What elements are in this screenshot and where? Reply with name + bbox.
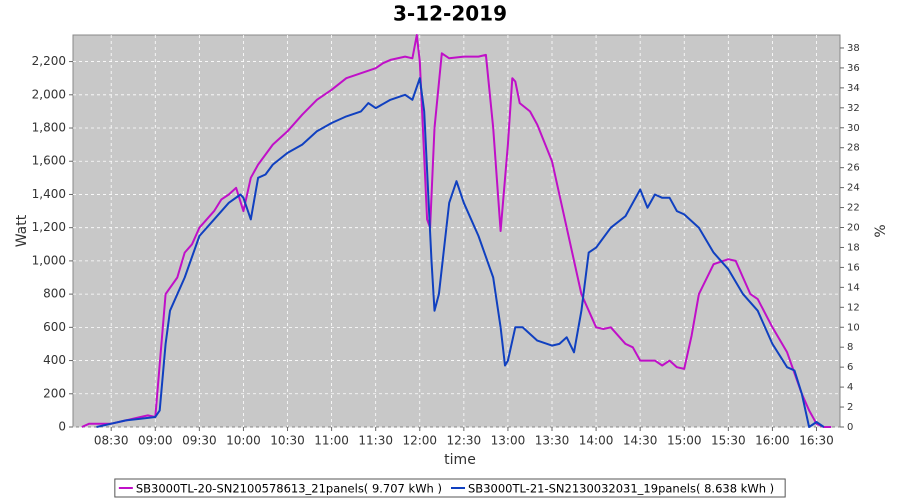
y-tick-label: 0 (58, 420, 66, 434)
legend-label: SB3000TL-21-SN2130032031_19panels( 8.638… (468, 482, 774, 496)
y-tick-label: 400 (43, 353, 66, 367)
y2-tick-label: 4 (847, 382, 853, 393)
x-tick-label: 09:00 (138, 434, 173, 448)
x-tick-label: 16:30 (799, 434, 834, 448)
y2-tick-label: 18 (847, 242, 860, 253)
series-line (81, 34, 832, 428)
x-tick-label: 14:30 (623, 434, 658, 448)
y2-tick-label: 30 (847, 123, 860, 134)
y-tick-label: 1,600 (32, 154, 66, 168)
y-tick-label: 2,200 (32, 54, 66, 68)
y2-tick-label: 36 (847, 63, 860, 74)
x-tick-label: 13:30 (535, 434, 570, 448)
x-tick-label: 15:30 (711, 434, 746, 448)
y2-tick-label: 22 (847, 203, 860, 214)
y2-tick-label: 2 (847, 402, 853, 413)
x-tick-label: 12:30 (447, 434, 482, 448)
plot-area (72, 34, 841, 428)
y-tick-label: 2,000 (32, 87, 66, 101)
x-tick-label: 10:00 (226, 434, 261, 448)
x-tick-label: 09:30 (182, 434, 217, 448)
y-axis-title: Watt (14, 214, 30, 247)
y2-tick-label: 34 (847, 83, 860, 94)
y2-tick-label: 28 (847, 143, 860, 154)
y2-tick-label: 8 (847, 342, 853, 353)
y2-axis-title: % (873, 224, 889, 237)
y2-tick-label: 24 (847, 183, 860, 194)
y-tick-label: 1,200 (32, 220, 66, 234)
y-tick-label: 1,800 (32, 121, 66, 135)
x-tick-label: 11:30 (358, 434, 393, 448)
y-tick-label: 800 (43, 287, 66, 301)
y-tick-label: 1,000 (32, 253, 66, 267)
y2-tick-label: 12 (847, 302, 860, 313)
y2-tick-label: 14 (847, 282, 860, 293)
x-tick-label: 08:30 (94, 434, 129, 448)
x-tick-label: 15:00 (667, 434, 702, 448)
y2-tick-label: 38 (847, 43, 860, 54)
y2-tick-label: 0 (847, 422, 853, 433)
x-axis-title: time (444, 452, 476, 468)
y2-tick-label: 26 (847, 163, 860, 174)
y-tick-label: 1,400 (32, 187, 66, 201)
x-tick-label: 10:30 (270, 434, 305, 448)
chart-title: 3-12-2019 (393, 2, 507, 26)
legend: SB3000TL-20-SN2100578613_21panels( 9.707… (114, 478, 786, 498)
x-tick-label: 12:00 (402, 434, 437, 448)
y2-tick-label: 16 (847, 262, 860, 273)
y2-tick-label: 20 (847, 223, 860, 234)
legend-box (114, 478, 786, 498)
series-line (96, 77, 825, 428)
y2-tick-label: 32 (847, 103, 860, 114)
y-tick-label: 200 (43, 386, 66, 400)
y-tick-label: 600 (43, 320, 66, 334)
legend-label: SB3000TL-20-SN2100578613_21panels( 9.707… (136, 482, 442, 496)
x-tick-label: 14:00 (579, 434, 614, 448)
y2-tick-label: 10 (847, 322, 860, 333)
y2-tick-label: 6 (847, 362, 853, 373)
x-tick-label: 16:00 (755, 434, 790, 448)
x-tick-label: 13:00 (491, 434, 526, 448)
x-tick-label: 11:00 (314, 434, 349, 448)
